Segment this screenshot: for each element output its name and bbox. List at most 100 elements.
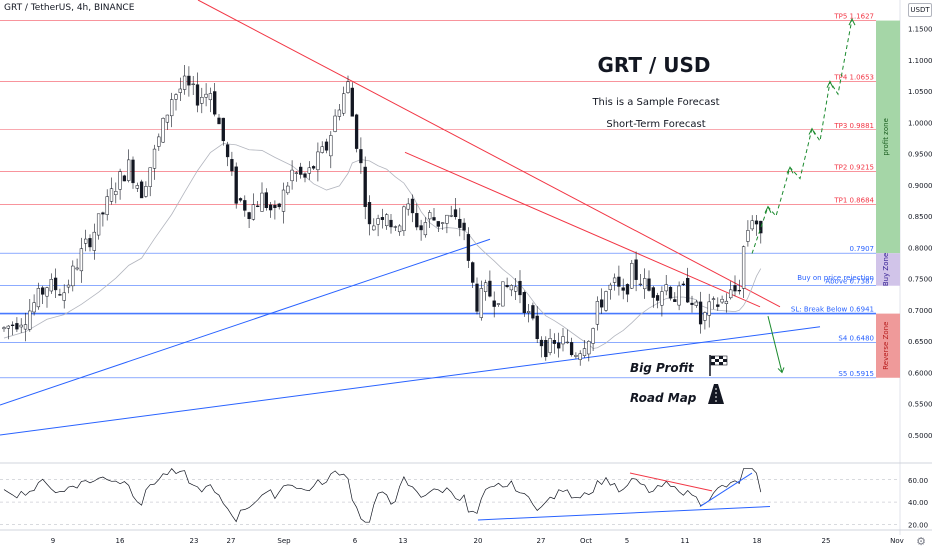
candle-body: [49, 279, 53, 292]
candle-body: [737, 289, 741, 292]
forecast-arrow-head-3: [826, 80, 834, 88]
price-level-label-0: TP5 1.1627: [833, 13, 874, 21]
x-tick-label-9: Oct: [580, 537, 592, 545]
zone-label-2: Reverse Zone: [882, 322, 890, 370]
forecast-arrow-head-0: [764, 205, 772, 213]
x-tick-label-6: 13: [399, 537, 408, 545]
candle-body: [204, 93, 208, 98]
candle-body: [604, 291, 608, 311]
x-tick-label-10: 5: [625, 537, 629, 545]
candle-body: [118, 171, 122, 190]
price-level-label-7: Above 0.7387: [825, 278, 874, 286]
candle-body: [316, 151, 320, 171]
candle-body: [483, 282, 488, 292]
gear-icon[interactable]: ⚙: [916, 536, 926, 548]
candle-body: [569, 342, 574, 356]
candle-body: [182, 75, 187, 90]
candle-body: [402, 206, 406, 232]
candle-body: [462, 222, 466, 231]
forecast-title: GRT / USD: [597, 53, 710, 77]
x-tick-label-8: 27: [537, 537, 546, 545]
candle-body: [359, 149, 363, 164]
candle-body: [75, 267, 79, 270]
candle-body: [238, 198, 243, 201]
candle-body: [174, 94, 178, 100]
candle-body: [71, 265, 75, 287]
candle-body: [419, 225, 423, 231]
y-tick-label-12: 0.5500: [908, 401, 932, 409]
candle-body: [10, 324, 15, 326]
ascending-trendline-left: [0, 238, 491, 406]
candle-body: [539, 339, 544, 347]
annotation-road-map: Road Map: [630, 391, 697, 405]
candle-body: [256, 205, 260, 207]
candle-body: [157, 136, 161, 147]
price-level-label-6: Buy on price rejection: [797, 274, 874, 282]
candle-body: [436, 221, 440, 227]
y-tick-label-11: 0.6000: [908, 369, 932, 377]
candle-body: [79, 248, 84, 272]
candle-body: [234, 166, 238, 204]
candle-body: [354, 114, 359, 149]
candle-body: [66, 284, 71, 288]
candle-body: [337, 109, 342, 117]
candle-body: [651, 287, 655, 298]
rsi-tick-label-2: 20.00: [908, 521, 928, 529]
x-tick-label-1: 16: [116, 537, 125, 545]
candle-body: [397, 225, 402, 233]
descending-trendline-outer: [197, 0, 781, 308]
candle-body: [690, 302, 694, 305]
candle-body: [522, 292, 526, 314]
candle-body: [28, 310, 32, 330]
x-tick-label-12: 18: [753, 537, 762, 545]
candle-body: [62, 292, 66, 301]
candle-body: [600, 299, 604, 308]
candle-body: [311, 166, 316, 169]
candle-body: [587, 341, 591, 355]
ascending-trendline-long: [0, 326, 821, 436]
candle-body: [23, 324, 28, 330]
candle-body: [277, 203, 281, 208]
candle-body: [350, 87, 354, 117]
candle-body: [694, 301, 698, 306]
candle-body: [505, 284, 509, 288]
rsi-resistance-trendline: [629, 472, 713, 492]
candle-body: [92, 231, 96, 251]
candle-body: [608, 284, 612, 291]
candle-body: [643, 278, 647, 290]
price-level-label-10: S5 0.5915: [838, 370, 874, 378]
y-tick-label-9: 0.7000: [908, 307, 932, 315]
candle-body: [161, 118, 165, 143]
candle-body: [105, 196, 109, 215]
y-tick-label-4: 0.9500: [908, 151, 932, 159]
candle-body: [299, 166, 303, 175]
candle-body: [260, 192, 264, 212]
candle-body: [634, 259, 638, 280]
y-tick-label-0: 1.1500: [908, 26, 932, 34]
x-tick-label-14: Nov: [890, 537, 904, 545]
candle-body: [492, 300, 496, 307]
candle-body: [333, 115, 337, 132]
candle-body: [741, 246, 746, 289]
currency-button[interactable]: USDT: [908, 3, 932, 17]
candle-body: [617, 276, 621, 287]
candle-body: [750, 220, 754, 230]
candle-body: [307, 167, 311, 174]
price-level-label-4: TP1 0.8684: [833, 197, 874, 205]
x-tick-label-5: 6: [353, 537, 358, 545]
price-level-label-8: SL: Break Below 0.6941: [791, 306, 874, 314]
candle-body: [535, 315, 539, 340]
candle-body: [32, 302, 36, 313]
candle-body: [698, 301, 703, 325]
candle-body: [668, 286, 673, 299]
candle-body: [208, 93, 213, 101]
moving-average-line: [3, 143, 762, 349]
forecast-arrow-head-4: [848, 18, 856, 26]
rsi-line: [3, 468, 762, 523]
candle-body: [230, 159, 234, 172]
candle-body: [264, 192, 268, 209]
candle-body: [135, 185, 139, 189]
rsi-breakout-trendline: [699, 472, 753, 507]
